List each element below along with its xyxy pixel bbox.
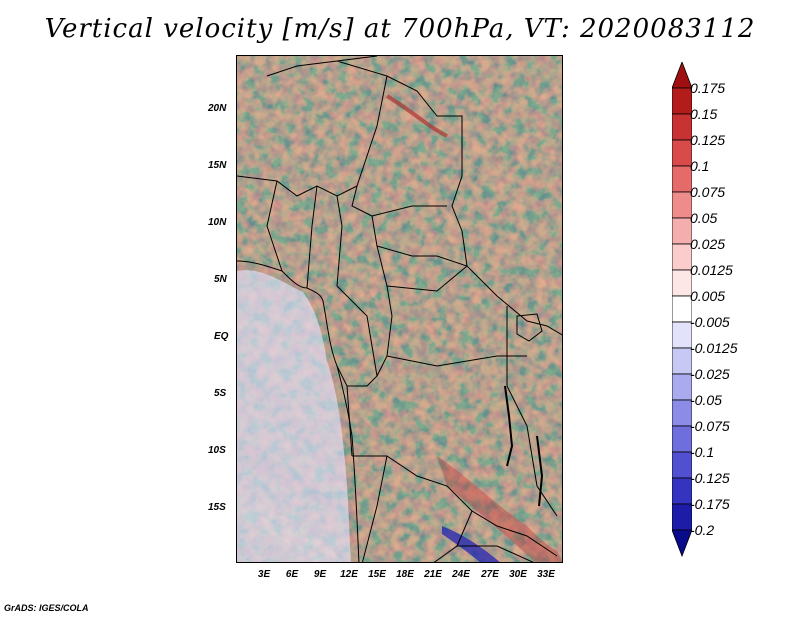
colorbar-segment: [672, 139, 692, 167]
colorbar-segment: [672, 191, 692, 219]
colorbar-label: -0.005: [690, 314, 730, 330]
colorbar-segment: [672, 321, 692, 349]
lon-tick-label: 6E: [285, 569, 299, 580]
lat-tick-label: 5N: [214, 274, 227, 285]
colorbar-segment: [672, 347, 692, 375]
map-plot-area[interactable]: [236, 55, 563, 563]
colorbar-segment: [672, 399, 692, 427]
colorbar-label: 0.075: [690, 184, 726, 200]
lon-tick-label: 15E: [368, 569, 386, 580]
lat-tick-label: 20N: [208, 103, 227, 114]
colorbar-label: -0.125: [690, 470, 730, 486]
colorbar-label: 0.1: [690, 158, 710, 174]
colorbar-segment: [672, 503, 692, 531]
colorbar-label: -0.075: [690, 418, 730, 434]
lon-tick-label: 33E: [537, 569, 555, 580]
colorbar-segment: [672, 87, 692, 115]
lat-tick-label: 15S: [208, 502, 226, 513]
colorbar-segment: [672, 165, 692, 193]
colorbar-segment: [672, 529, 692, 558]
colorbar-segment: [672, 113, 692, 141]
colorbar-label: 0.05: [690, 210, 718, 226]
lon-tick-label: 27E: [481, 569, 499, 580]
colorbar-label: -0.05: [690, 392, 722, 408]
colorbar-segment: [672, 243, 692, 271]
lake-tanganyika: [504, 385, 514, 467]
lat-tick-label: EQ: [214, 331, 229, 342]
lon-tick-label: 9E: [313, 569, 327, 580]
lon-tick-label: 3E: [257, 569, 271, 580]
lon-tick-label: 18E: [396, 569, 414, 580]
lat-tick-label: 10N: [208, 217, 227, 228]
lon-tick-label: 24E: [452, 569, 470, 580]
colorbar: [672, 62, 692, 558]
colorbar-segment: [672, 269, 692, 297]
lat-tick-label: 10S: [208, 445, 226, 456]
colorbar-label: -0.175: [690, 496, 730, 512]
colorbar-label: 0.175: [690, 80, 726, 96]
colorbar-segment: [672, 295, 692, 323]
lon-tick-label: 12E: [340, 569, 358, 580]
colorbar-segment: [672, 451, 692, 479]
colorbar-label: 0.125: [690, 132, 726, 148]
lake-malawi: [536, 435, 544, 507]
colorbar-segment: [672, 373, 692, 401]
colorbar-label: -0.025: [690, 366, 730, 382]
colorbar-segment: [672, 425, 692, 453]
colorbar-label: -0.1: [690, 444, 715, 460]
lon-tick-label: 30E: [509, 569, 527, 580]
colorbar-label: 0.025: [690, 236, 726, 252]
lat-tick-label: 15N: [208, 160, 227, 171]
colorbar-segment: [672, 217, 692, 245]
colorbar-segment: [672, 62, 692, 89]
colorbar-label: 0.005: [690, 288, 726, 304]
border-lines: [237, 56, 562, 562]
colorbar-segment: [672, 477, 692, 505]
colorbar-label: 0.0125: [690, 262, 733, 278]
colorbar-label: 0.15: [690, 106, 718, 122]
colorbar-label: -0.0125: [690, 340, 738, 356]
lat-tick-label: 5S: [214, 388, 227, 399]
map-title: Vertical velocity [m/s] at 700hPa, VT: 2…: [44, 14, 756, 44]
lon-tick-label: 21E: [424, 569, 442, 580]
grads-credit: GrADS: IGES/COLA: [4, 603, 89, 613]
colorbar-label: -0.2: [690, 522, 715, 538]
lake-victoria: [516, 313, 543, 342]
